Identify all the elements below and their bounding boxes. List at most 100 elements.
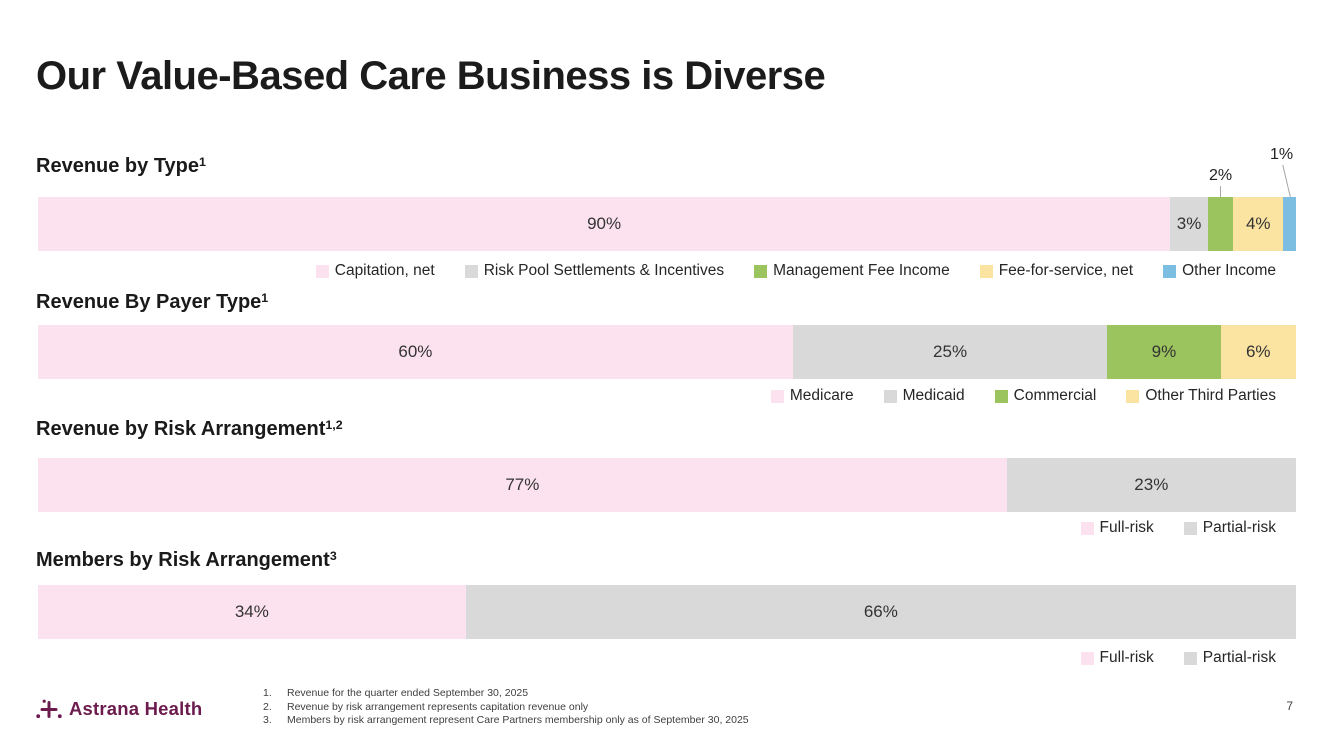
chart-title-footnote-ref: 1 bbox=[261, 291, 269, 306]
segment-value-label: 77% bbox=[505, 475, 540, 494]
bar-segment-partial-risk: 23% bbox=[1006, 458, 1296, 512]
legend-label: Other Third Parties bbox=[1145, 387, 1276, 404]
chart-title-footnote-ref: 1,2 bbox=[325, 418, 343, 433]
legend-label: Partial-risk bbox=[1202, 649, 1276, 666]
segment-value-label: 3% bbox=[1176, 214, 1202, 233]
bar-segment-risk-pool-settlements-incentives: 3% bbox=[1170, 197, 1208, 251]
callout-leader-lines bbox=[1220, 164, 1291, 198]
stacked-bar-revenue-by-type: 90% 3% 4% bbox=[38, 197, 1296, 251]
legend-swatch bbox=[315, 264, 329, 278]
legend-swatch bbox=[1183, 521, 1197, 535]
bar-wrap-members-by-risk-arrangement: 34% 66% bbox=[38, 585, 1296, 639]
legend-label: Full-risk bbox=[1099, 519, 1154, 536]
legend-swatch bbox=[1163, 264, 1177, 278]
legend-label: Risk Pool Settlements & Incentives bbox=[483, 262, 725, 279]
legend-label: Commercial bbox=[1013, 387, 1097, 404]
bar-wrap-revenue-by-type: 2% 1% 90% 3% 4% bbox=[38, 146, 1296, 251]
bar-segment-other-income bbox=[1283, 197, 1296, 251]
callout-label: 1% bbox=[1269, 146, 1294, 163]
bar-segment-management-fee-income bbox=[1207, 197, 1234, 251]
chart-title-members-by-risk-arrangement: Members by Risk Arrangement3 bbox=[36, 547, 337, 575]
bar-segment-full-risk: 77% bbox=[38, 458, 1007, 512]
legend-item-full-risk: Full-risk bbox=[1080, 519, 1154, 537]
footnote: 3. Members by risk arrangement represent … bbox=[263, 714, 749, 728]
segment-value-label: 9% bbox=[1151, 342, 1177, 361]
segment-value-label: 34% bbox=[234, 602, 269, 621]
footnote-text: Revenue by risk arrangement represents c… bbox=[287, 700, 589, 713]
legend-label: Management Fee Income bbox=[773, 262, 950, 279]
chart-title-text: Members by Risk Arrangement bbox=[36, 549, 330, 571]
astrana-health-logo: Astrana Health bbox=[36, 698, 202, 720]
bar-segment-partial-risk: 66% bbox=[465, 585, 1296, 639]
chart-legend-members-by-risk-arrangement: Full-risk Partial-risk bbox=[38, 649, 1296, 667]
footnote-number: 1. bbox=[263, 687, 272, 699]
bar-segment-other-third-parties: 6% bbox=[1220, 325, 1296, 379]
callout-label: 2% bbox=[1208, 167, 1233, 184]
legend-label: Full-risk bbox=[1099, 649, 1154, 666]
bar-wrap-revenue-by-risk-arrangement: 77% 23% bbox=[38, 458, 1296, 512]
bar-segment-fee-for-service-net: 4% bbox=[1233, 197, 1284, 251]
footnotes: 1. Revenue for the quarter ended Septembe… bbox=[263, 687, 749, 728]
legend-item-risk-pool-settlements-incentives: Risk Pool Settlements & Incentives bbox=[464, 262, 725, 280]
segment-value-label: 25% bbox=[933, 342, 968, 361]
segment-value-label: 23% bbox=[1134, 475, 1169, 494]
legend-swatch bbox=[883, 389, 897, 403]
chart-title-revenue-by-payer-type: Revenue By Payer Type1 bbox=[36, 289, 268, 317]
bar-segment-commercial: 9% bbox=[1107, 325, 1221, 379]
chart-title-revenue-by-risk-arrangement: Revenue by Risk Arrangement1,2 bbox=[36, 416, 343, 444]
legend-item-medicaid: Medicaid bbox=[883, 387, 965, 405]
chart-title-revenue-by-type: Revenue by Type1 bbox=[36, 153, 206, 181]
astrana-logo-icon bbox=[36, 699, 62, 719]
bar-segment-medicaid: 25% bbox=[792, 325, 1108, 379]
legend-item-management-fee-income: Management Fee Income bbox=[754, 262, 950, 280]
legend-label: Medicaid bbox=[902, 387, 965, 404]
legend-swatch bbox=[770, 389, 784, 403]
legend-item-other-third-parties: Other Third Parties bbox=[1126, 387, 1276, 405]
chart-title-text: Revenue by Risk Arrangement bbox=[36, 418, 326, 440]
legend-item-partial-risk: Partial-risk bbox=[1183, 519, 1276, 537]
legend-swatch bbox=[1080, 521, 1094, 535]
chart-title-text: Revenue By Payer Type bbox=[36, 291, 262, 313]
segment-value-label: 6% bbox=[1245, 342, 1271, 361]
legend-swatch bbox=[754, 264, 768, 278]
legend-item-capitation-net: Capitation, net bbox=[315, 262, 435, 280]
chart-title-footnote-ref: 3 bbox=[329, 549, 337, 564]
legend-swatch bbox=[1080, 651, 1094, 665]
logo-text: Astrana Health bbox=[69, 698, 203, 719]
legend-swatch bbox=[464, 264, 478, 278]
legend-swatch bbox=[1183, 651, 1197, 665]
legend-label: Capitation, net bbox=[334, 262, 435, 279]
legend-swatch bbox=[994, 389, 1008, 403]
footnote-number: 2. bbox=[263, 700, 272, 713]
chart-title-text: Revenue by Type bbox=[36, 155, 200, 177]
slide-title: Our Value-Based Care Business is Diverse bbox=[36, 54, 826, 98]
segment-value-label: 66% bbox=[863, 602, 898, 621]
legend-item-other-income: Other Income bbox=[1163, 262, 1276, 280]
legend-item-full-risk: Full-risk bbox=[1080, 649, 1154, 667]
chart-legend-revenue-by-payer-type: Medicare Medicaid Commercial Other Third Pa… bbox=[38, 387, 1296, 405]
legend-swatch bbox=[979, 264, 993, 278]
legend-item-medicare: Medicare bbox=[770, 387, 854, 405]
page-number: 7 bbox=[1286, 699, 1293, 713]
legend-label: Medicare bbox=[789, 387, 854, 404]
stacked-bar-revenue-by-payer-type: 60% 25% 9% 6% bbox=[38, 325, 1296, 379]
legend-item-fee-for-service-net: Fee-for-service, net bbox=[979, 262, 1134, 280]
bar-wrap-revenue-by-payer-type: 60% 25% 9% 6% bbox=[38, 325, 1296, 379]
footnote-text: Revenue for the quarter ended September … bbox=[287, 687, 529, 699]
stacked-bar-revenue-by-risk-arrangement: 77% 23% bbox=[38, 458, 1296, 512]
footnote: 2. Revenue by risk arrangement represents… bbox=[263, 701, 749, 715]
legend-label: Other Income bbox=[1182, 262, 1276, 279]
segment-value-label: 60% bbox=[398, 342, 433, 361]
footnote-text: Members by risk arrangement represent Ca… bbox=[287, 714, 749, 726]
chart-legend-revenue-by-type: Capitation, net Risk Pool Settlements & I… bbox=[38, 262, 1296, 280]
legend-label: Partial-risk bbox=[1202, 519, 1276, 536]
footnote: 1. Revenue for the quarter ended Septembe… bbox=[263, 687, 749, 701]
legend-item-commercial: Commercial bbox=[994, 387, 1097, 405]
bar-segment-capitation-net: 90% bbox=[38, 197, 1171, 251]
chart-legend-revenue-by-risk-arrangement: Full-risk Partial-risk bbox=[38, 519, 1296, 537]
segment-value-label: 90% bbox=[587, 214, 622, 233]
legend-label: Fee-for-service, net bbox=[998, 262, 1134, 279]
legend-swatch bbox=[1126, 389, 1140, 403]
segment-value-label: 4% bbox=[1245, 214, 1271, 233]
